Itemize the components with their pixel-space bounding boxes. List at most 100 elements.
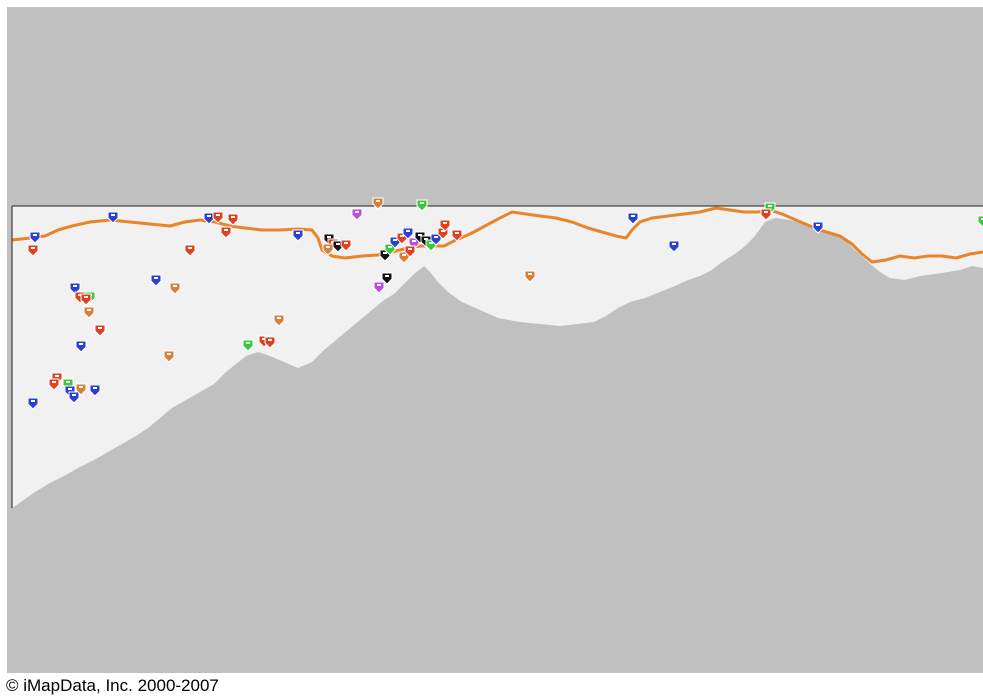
map-marker-highlight	[400, 235, 404, 237]
map-marker-highlight	[327, 236, 331, 238]
map-marker-pin[interactable]	[75, 383, 87, 396]
map-marker-highlight	[93, 387, 97, 389]
map-marker-pin[interactable]	[27, 244, 39, 257]
map-marker-highlight	[412, 240, 416, 242]
map-marker-highlight	[434, 236, 438, 238]
map-marker-highlight	[262, 338, 266, 340]
map-marker-highlight	[31, 400, 35, 402]
map-marker-highlight	[55, 375, 59, 377]
map-marker-pin[interactable]	[264, 336, 276, 349]
map-marker-pin[interactable]	[381, 272, 393, 285]
map-marker-highlight	[402, 254, 406, 256]
map-marker-highlight	[443, 222, 447, 224]
map-marker-highlight	[326, 246, 330, 248]
map-marker-pin[interactable]	[163, 350, 175, 363]
map-marker-pin[interactable]	[292, 229, 304, 242]
map-marker-highlight	[672, 243, 676, 245]
map-marker-highlight	[33, 234, 37, 236]
map-marker-pin[interactable]	[668, 240, 680, 253]
map-marker-pin[interactable]	[29, 231, 41, 244]
map-marker-highlight	[424, 238, 428, 240]
map-marker-highlight	[336, 243, 340, 245]
map-marker-pin[interactable]	[212, 211, 224, 224]
map-marker-pin[interactable]	[150, 274, 162, 287]
map-marker-highlight	[528, 273, 532, 275]
map-marker-highlight	[188, 247, 192, 249]
map-marker-highlight	[418, 234, 422, 236]
map-marker-pin[interactable]	[627, 212, 639, 225]
map-marker-highlight	[383, 252, 387, 254]
map-marker-highlight	[385, 275, 389, 277]
map-marker-highlight	[268, 339, 272, 341]
map-marker-highlight	[764, 211, 768, 213]
map-marker-pin[interactable]	[203, 212, 215, 225]
map-marker-pin[interactable]	[83, 306, 95, 319]
map-marker-highlight	[167, 353, 171, 355]
map-border	[11, 205, 983, 508]
map-marker-pin[interactable]	[373, 281, 385, 294]
map-marker-highlight	[224, 229, 228, 231]
map-marker-highlight	[66, 381, 70, 383]
map-marker-highlight	[388, 246, 392, 248]
map-marker-pin[interactable]	[760, 208, 772, 221]
map-marker-highlight	[406, 230, 410, 232]
map-marker-pin[interactable]	[322, 243, 334, 256]
map-marker-pin[interactable]	[184, 244, 196, 257]
map-marker-highlight	[207, 215, 211, 217]
map-marker-highlight	[84, 296, 88, 298]
map-marker-pin[interactable]	[48, 378, 60, 391]
map-marker-highlight	[173, 285, 177, 287]
map-marker-pin[interactable]	[89, 384, 101, 397]
map-marker-highlight	[98, 327, 102, 329]
map-marker-pin[interactable]	[439, 219, 451, 232]
map-marker-highlight	[111, 214, 115, 216]
copyright-notice: © iMapData, Inc. 2000-2007	[6, 676, 223, 696]
map-marker-highlight	[31, 247, 35, 249]
map-marker-pin[interactable]	[242, 339, 254, 352]
map-marker-highlight	[68, 388, 72, 390]
map-marker-pin[interactable]	[372, 197, 384, 210]
map-marker-highlight	[216, 214, 220, 216]
map-marker-pin[interactable]	[402, 227, 414, 240]
map-marker-highlight	[393, 239, 397, 241]
map-marker-highlight	[420, 202, 424, 204]
map-marker-highlight	[87, 309, 91, 311]
map-marker-pin[interactable]	[169, 282, 181, 295]
map-marker-highlight	[231, 216, 235, 218]
map-marker-pin[interactable]	[273, 314, 285, 327]
map-marker-pin[interactable]	[220, 226, 232, 239]
map-marker-pin[interactable]	[340, 239, 352, 252]
map-marker-pin[interactable]	[451, 229, 463, 242]
map-marker-pin[interactable]	[524, 270, 536, 283]
map-marker-highlight	[277, 317, 281, 319]
map-marker-highlight	[78, 294, 82, 296]
map-marker-highlight	[408, 248, 412, 250]
map-marker-pin[interactable]	[416, 199, 428, 212]
map-marker-highlight	[154, 277, 158, 279]
map-marker-pin[interactable]	[812, 221, 824, 234]
map-marker-pin[interactable]	[94, 324, 106, 337]
map-marker-pin[interactable]	[227, 213, 239, 226]
map-marker-highlight	[981, 218, 983, 220]
map-marker-highlight	[376, 200, 380, 202]
map-marker-highlight	[816, 224, 820, 226]
map-marker-pin[interactable]	[404, 245, 416, 258]
map-marker-highlight	[296, 232, 300, 234]
map-marker-pin[interactable]	[27, 397, 39, 410]
map-marker-pin[interactable]	[75, 340, 87, 353]
map-marker-pin[interactable]	[107, 211, 119, 224]
map-marker-pin[interactable]	[351, 208, 363, 221]
map-marker-highlight	[631, 215, 635, 217]
map-marker-pin[interactable]	[80, 293, 92, 306]
map-marker-highlight	[377, 284, 381, 286]
land-area	[12, 206, 983, 508]
map-marker-highlight	[246, 342, 250, 344]
map-marker-highlight	[73, 285, 77, 287]
map-marker-highlight	[79, 386, 83, 388]
map-marker-highlight	[344, 242, 348, 244]
map-marker-highlight	[355, 211, 359, 213]
map-marker-highlight	[441, 230, 445, 232]
map-marker-highlight	[429, 242, 433, 244]
